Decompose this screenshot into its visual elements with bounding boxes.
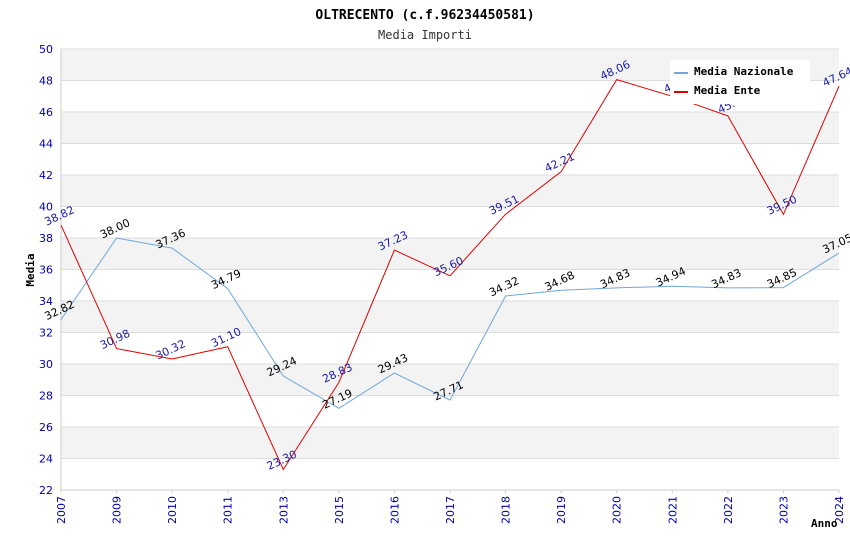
y-tick-label: 44 — [39, 138, 53, 151]
y-tick-label: 28 — [39, 390, 53, 403]
grid-band — [61, 143, 839, 175]
y-tick-label: 48 — [39, 75, 53, 88]
chart-subtitle: Media Importi — [378, 28, 472, 42]
y-tick-label: 22 — [39, 484, 53, 497]
y-tick-label: 32 — [39, 327, 53, 340]
x-tick-label: 2018 — [500, 496, 513, 524]
grid-band — [61, 112, 839, 144]
legend: Media Nazionale Media Ente — [670, 60, 810, 104]
series-lines — [60, 79, 840, 471]
y-tick-label: 50 — [39, 43, 53, 56]
series-line-media-nazionale — [60, 237, 840, 409]
grid-band — [61, 395, 839, 427]
grid-band — [61, 427, 839, 459]
y-tick-label: 42 — [39, 169, 53, 182]
chart-title: OLTRECENTO (c.f.96234450581) — [315, 8, 534, 23]
y-axis-title: Media — [24, 253, 37, 286]
y-tick-label: 34 — [39, 295, 53, 308]
legend-box — [670, 60, 810, 104]
y-tick-label: 24 — [39, 453, 53, 466]
x-tick-label: 2007 — [55, 496, 68, 524]
y-tick-label: 36 — [39, 264, 53, 277]
grid-band — [61, 364, 839, 396]
x-tick-label: 2010 — [166, 496, 179, 524]
x-tick-label: 2015 — [333, 496, 346, 524]
x-tick-label: 2016 — [388, 496, 401, 524]
grid-lines — [61, 48, 839, 491]
x-tick-label: 2017 — [444, 496, 457, 524]
x-tick-label: 2011 — [222, 496, 235, 524]
y-tick-label: 40 — [39, 201, 53, 214]
x-tick-labels: 2007 2009 2010 2011 2013 2015 2016 2017 2018 2019… — [55, 496, 846, 524]
grid-band — [61, 175, 839, 207]
legend-label-nazionale: Media Nazionale — [694, 65, 794, 78]
axes — [60, 49, 840, 493]
series-line-media-ente — [60, 79, 840, 471]
grid-band — [61, 238, 839, 270]
plot-background — [61, 49, 839, 490]
x-tick-label: 2023 — [777, 496, 790, 524]
grid-band — [61, 458, 839, 490]
y-tick-label: 46 — [39, 106, 53, 119]
x-tick-label: 2020 — [611, 496, 624, 524]
grid-band — [61, 206, 839, 238]
y-tick-label: 30 — [39, 358, 53, 371]
y-tick-labels: 22 24 26 28 30 32 34 36 38 40 42 44 46 48 50 — [39, 43, 53, 497]
grid-band — [61, 301, 839, 333]
x-axis-title: Anno — [811, 517, 838, 530]
grid-band — [61, 332, 839, 364]
y-tick-label: 26 — [39, 421, 53, 434]
grid-band — [61, 269, 839, 301]
x-tick-label: 2013 — [277, 496, 290, 524]
x-tick-label: 2021 — [666, 496, 679, 524]
legend-label-ente: Media Ente — [694, 84, 761, 97]
x-tick-label: 2024 — [833, 496, 846, 524]
y-tick-label: 38 — [39, 232, 53, 245]
x-tick-label: 2009 — [111, 496, 124, 524]
x-tick-label: 2022 — [722, 496, 735, 524]
x-tick-label: 2019 — [555, 496, 568, 524]
